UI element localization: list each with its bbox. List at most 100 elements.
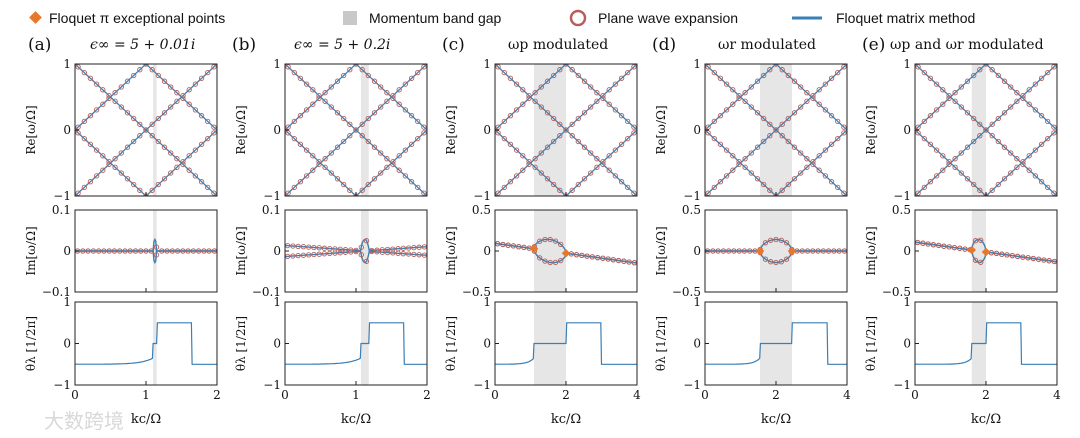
momentum-gap-band xyxy=(153,210,157,292)
pwe-point xyxy=(940,153,946,159)
pwe-point xyxy=(625,184,631,191)
pwe-point xyxy=(334,110,341,116)
pwe-point xyxy=(557,67,563,73)
pwe-point xyxy=(736,161,742,168)
pwe-point xyxy=(168,104,174,110)
pwe-point xyxy=(958,84,964,90)
pwe-point xyxy=(748,84,754,90)
pwe-point xyxy=(122,248,128,254)
pwe-point xyxy=(1014,98,1020,104)
pwe-point xyxy=(971,181,977,188)
pwe-point xyxy=(174,98,180,104)
pwe-point xyxy=(544,78,551,84)
pwe-point xyxy=(1038,113,1045,119)
pwe-point xyxy=(618,75,625,81)
pwe-point xyxy=(526,95,532,102)
pwe-point xyxy=(408,75,415,81)
x-tick-label: 4 xyxy=(1053,388,1061,402)
pwe-point xyxy=(575,138,581,145)
pwe-point xyxy=(87,113,94,119)
pwe-point xyxy=(112,90,118,96)
pwe-point xyxy=(337,246,343,252)
legend-item-ep: Floquet π exceptional points xyxy=(29,10,225,26)
im-line xyxy=(285,244,427,264)
pwe-point xyxy=(946,244,952,250)
pwe-point xyxy=(631,124,637,130)
pwe-point xyxy=(1026,153,1032,159)
pwe-point xyxy=(615,257,622,264)
pwe-point xyxy=(989,121,995,127)
pwe-point xyxy=(297,179,304,185)
pwe-point xyxy=(705,124,711,130)
pwe-point xyxy=(995,72,1001,79)
pwe-point xyxy=(371,110,378,116)
pwe-point xyxy=(408,141,415,147)
pwe-point xyxy=(1051,124,1057,130)
band-line xyxy=(915,129,987,196)
pwe-point xyxy=(131,72,137,79)
pwe-point xyxy=(378,104,384,110)
pwe-point xyxy=(303,81,310,87)
pwe-point xyxy=(742,156,748,162)
pwe-point xyxy=(365,72,371,79)
pwe-point xyxy=(106,248,112,254)
momentum-gap-band xyxy=(360,64,369,196)
pwe-point xyxy=(211,124,217,130)
pwe-point xyxy=(791,78,798,84)
pwe-point xyxy=(835,118,841,125)
pwe-point xyxy=(779,133,785,139)
x-tick-label: 2 xyxy=(213,388,221,402)
pwe-point xyxy=(551,72,557,79)
pwe-point xyxy=(131,181,137,188)
row-1: −0.1 0 0.1 Im[ω/Ω] xyxy=(24,203,218,299)
pwe-point xyxy=(155,115,161,122)
legend-pwe-marker xyxy=(569,9,587,27)
pwe-point xyxy=(798,84,804,90)
pwe-point xyxy=(421,64,427,70)
pwe-point xyxy=(581,144,588,150)
pwe-point xyxy=(748,150,754,156)
pwe-point xyxy=(192,81,199,87)
panel-b-label: (b) xyxy=(232,35,256,55)
pwe-point xyxy=(773,127,779,133)
pwe-point xyxy=(816,167,822,173)
pwe-point xyxy=(810,161,816,168)
y-tick-label: −0.5 xyxy=(462,285,491,299)
pwe-point xyxy=(211,190,217,196)
plot-area xyxy=(915,322,1057,365)
y-tick-label: 1 xyxy=(693,57,701,71)
pwe-point xyxy=(1008,150,1014,156)
pwe-point xyxy=(952,164,958,170)
pwe-point xyxy=(915,130,921,136)
pwe-point xyxy=(717,75,724,81)
pwe-point xyxy=(767,67,773,73)
y-tick-label: 0 xyxy=(273,337,281,351)
pwe-point xyxy=(291,135,297,142)
pwe-point xyxy=(369,248,375,255)
phase-line xyxy=(495,322,637,365)
pwe-point xyxy=(612,107,619,113)
pwe-point xyxy=(761,181,767,188)
pwe-point xyxy=(532,156,538,162)
pwe-point xyxy=(211,130,217,136)
pwe-point xyxy=(822,173,829,179)
pwe-point xyxy=(978,259,984,265)
y-axis-label: Re[ω/Ω] xyxy=(444,105,458,154)
pwe-point xyxy=(730,87,736,93)
pwe-point xyxy=(285,124,291,130)
x-tick-label: 0 xyxy=(701,388,709,402)
pwe-point xyxy=(747,248,753,254)
pwe-point xyxy=(588,150,594,156)
pwe-point xyxy=(920,240,926,246)
band-line xyxy=(285,129,357,196)
pwe-point xyxy=(581,110,588,116)
pwe-point xyxy=(155,181,161,188)
pwe-point xyxy=(1045,69,1051,76)
pwe-point xyxy=(328,170,334,176)
pwe-point xyxy=(303,147,310,153)
pwe-point xyxy=(1014,90,1020,96)
pwe-point xyxy=(779,121,785,127)
pwe-point xyxy=(402,81,409,87)
im-line xyxy=(285,238,427,258)
